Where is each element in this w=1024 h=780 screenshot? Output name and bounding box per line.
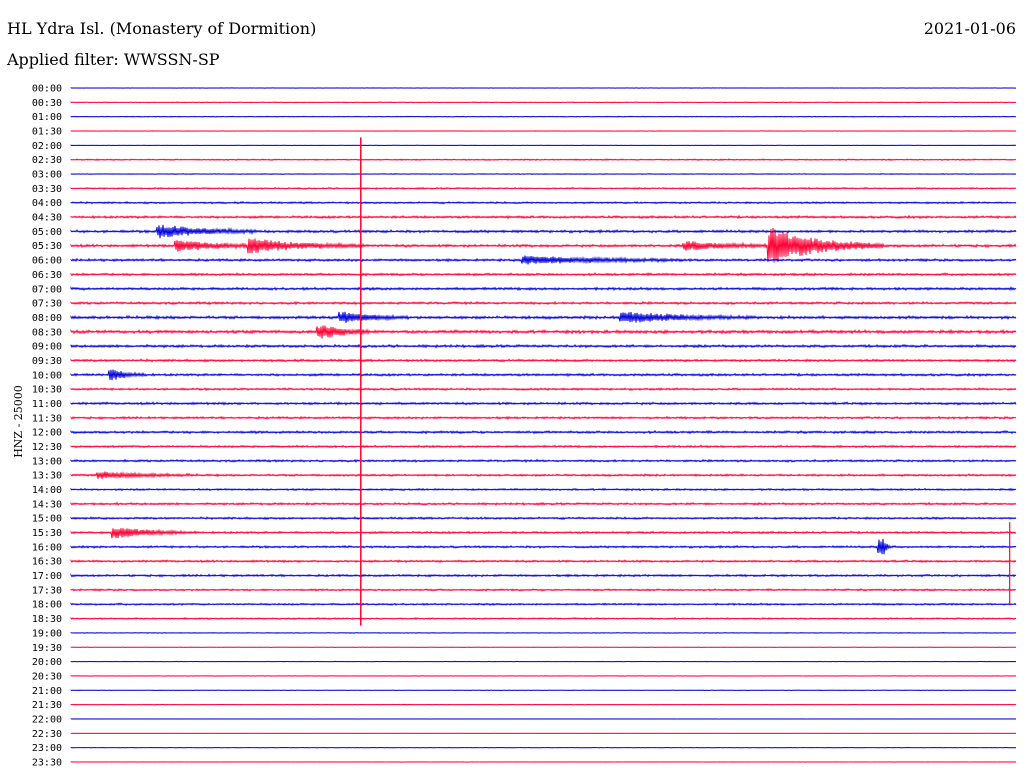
trace-row <box>70 173 1017 176</box>
trace-row <box>70 311 1017 323</box>
tick-label: 15:00 <box>32 514 62 525</box>
tick-label: 17:00 <box>32 571 62 582</box>
trace-row <box>70 343 1017 349</box>
tick-label: 10:00 <box>32 370 62 381</box>
trace-row <box>70 501 1017 506</box>
time-tick-labels: 00:00 00:30 01:00 01:30 02:00 02:30 03:00 03:30… <box>32 84 62 769</box>
tick-label: 14:00 <box>32 485 62 496</box>
trace-row <box>70 471 1017 480</box>
trace-row <box>70 272 1017 277</box>
trace-row <box>70 559 1017 564</box>
trace-row <box>70 588 1017 592</box>
trace-row <box>70 325 1017 339</box>
tick-label: 07:30 <box>32 299 62 310</box>
tick-label: 11:00 <box>32 399 62 410</box>
trace-row <box>70 538 1017 555</box>
trace-row <box>70 115 1017 118</box>
tick-label: 21:30 <box>32 700 62 711</box>
trace-row <box>70 487 1017 492</box>
tick-label: 03:30 <box>32 184 62 195</box>
tick-label: 06:30 <box>32 270 62 281</box>
trace-row <box>70 429 1017 435</box>
tick-label: 00:30 <box>32 98 62 109</box>
tick-label: 04:00 <box>32 198 62 209</box>
tick-label: 13:00 <box>32 456 62 467</box>
trace-row <box>70 228 1017 263</box>
trace-row <box>70 516 1017 521</box>
tick-label: 07:00 <box>32 284 62 295</box>
seismogram-traces <box>70 87 1017 763</box>
tick-label: 13:30 <box>32 471 62 482</box>
tick-label: 09:00 <box>32 342 62 353</box>
trace-row <box>70 528 1017 539</box>
tick-label: 12:30 <box>32 442 62 453</box>
tick-label: 16:00 <box>32 542 62 553</box>
tick-label: 23:30 <box>32 757 62 768</box>
tick-label: 02:30 <box>32 155 62 166</box>
tick-label: 22:30 <box>32 729 62 740</box>
tick-label: 08:30 <box>32 327 62 338</box>
trace-row <box>70 631 1017 634</box>
trace-row <box>70 200 1017 205</box>
trace-row <box>70 703 1017 706</box>
tick-label: 09:30 <box>32 356 62 367</box>
trace-row <box>70 616 1017 621</box>
trace-row <box>70 602 1017 607</box>
trace-row <box>70 689 1017 692</box>
tick-label: 20:00 <box>32 657 62 668</box>
tick-label: 18:00 <box>32 600 62 611</box>
tick-label: 12:00 <box>32 428 62 439</box>
trace-row <box>70 369 1017 381</box>
tick-label: 20:30 <box>32 671 62 682</box>
tick-label: 18:30 <box>32 614 62 625</box>
tick-label: 01:30 <box>32 127 62 138</box>
trace-row <box>70 401 1017 406</box>
tick-label: 00:00 <box>32 84 62 95</box>
tick-label: 14:30 <box>32 499 62 510</box>
tick-label: 08:00 <box>32 313 62 324</box>
trace-row <box>70 186 1017 190</box>
trace-row <box>70 101 1017 104</box>
trace-row <box>70 458 1017 464</box>
trace-row <box>70 224 1017 239</box>
tick-label: 05:30 <box>32 241 62 252</box>
trace-row <box>70 158 1017 162</box>
tick-label: 19:30 <box>32 643 62 654</box>
tick-label: 19:00 <box>32 628 62 639</box>
trace-row <box>70 387 1017 392</box>
tick-label: 05:00 <box>32 227 62 238</box>
trace-row <box>70 573 1017 578</box>
trace-row <box>70 300 1017 306</box>
tick-label: 03:00 <box>32 170 62 181</box>
trace-row <box>70 214 1017 220</box>
trace-row <box>70 646 1017 649</box>
tick-label: 15:30 <box>32 528 62 539</box>
date-label: 2021-01-06 <box>923 19 1016 38</box>
tick-label: 11:30 <box>32 413 62 424</box>
trace-row <box>70 660 1017 663</box>
tick-label: 01:00 <box>32 112 62 123</box>
trace-row <box>70 444 1017 449</box>
tick-label: 06:00 <box>32 256 62 267</box>
tick-label: 04:30 <box>32 213 62 224</box>
filter-label: Applied filter: WWSSN-SP <box>7 50 220 69</box>
tick-label: 23:00 <box>32 743 62 754</box>
trace-row <box>70 286 1017 292</box>
tick-label: 22:00 <box>32 714 62 725</box>
trace-row <box>70 255 1017 265</box>
trace-row <box>70 358 1017 363</box>
trace-row <box>70 144 1017 147</box>
tick-label: 02:00 <box>32 141 62 152</box>
trace-row <box>70 675 1017 677</box>
tick-label: 17:30 <box>32 585 62 596</box>
tick-label: 21:00 <box>32 686 62 697</box>
trace-row <box>70 415 1017 421</box>
tick-label: 16:30 <box>32 557 62 568</box>
station-title: HL Ydra Isl. (Monastery of Dormition) <box>7 19 317 38</box>
trace-row <box>70 130 1017 132</box>
tick-label: 10:30 <box>32 385 62 396</box>
